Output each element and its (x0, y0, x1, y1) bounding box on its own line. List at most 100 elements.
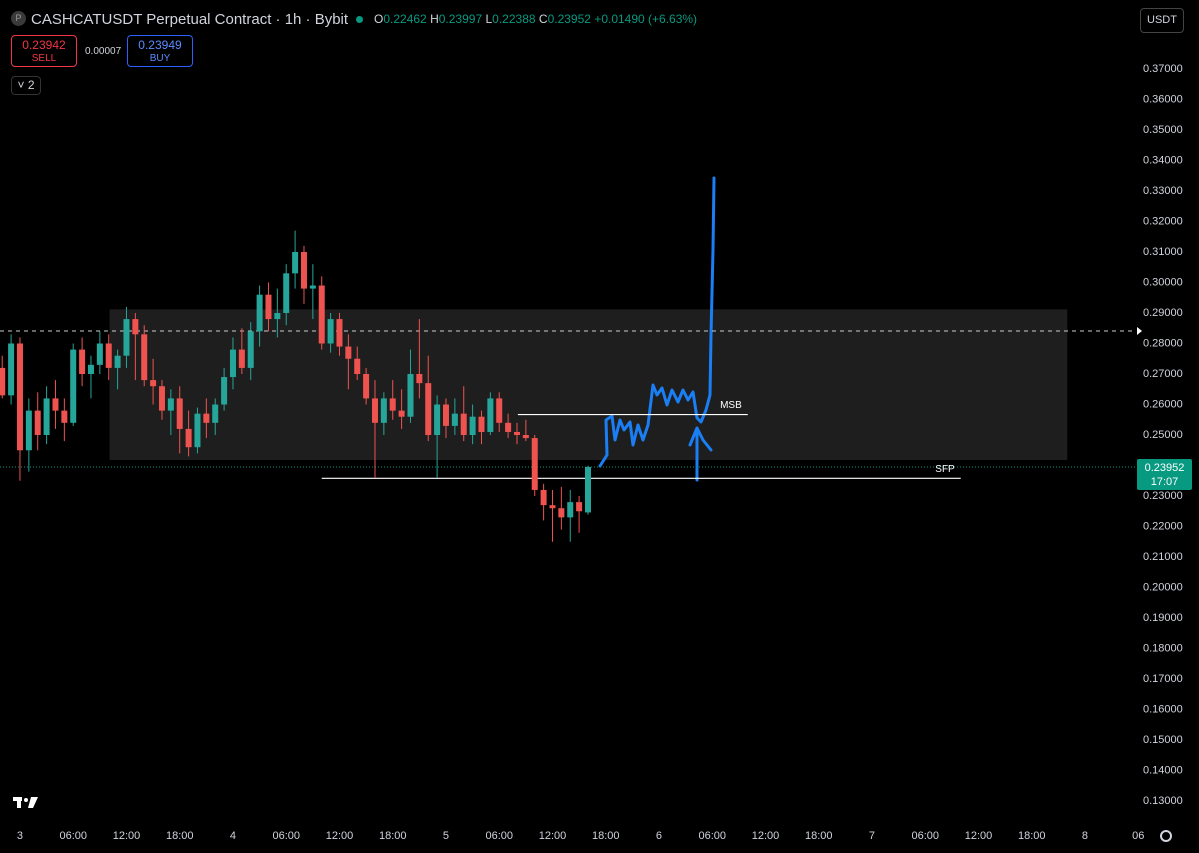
x-tick-label: 18:00 (805, 830, 833, 842)
candle-body (212, 404, 219, 423)
candle-body (132, 319, 139, 335)
buy-label: BUY (149, 53, 171, 64)
indicator-count: 2 (27, 78, 35, 92)
candle-body (425, 383, 432, 436)
y-tick-label: 0.36000 (1143, 93, 1183, 105)
candle-body (238, 349, 245, 368)
candle-body (371, 398, 378, 423)
status-dot (356, 16, 363, 23)
x-tick-label: 12:00 (326, 830, 354, 842)
x-tick-label: 06:00 (272, 830, 300, 842)
indicators-toggle[interactable]: ˅ 2 (11, 76, 41, 95)
x-tick-label: 12:00 (965, 830, 993, 842)
y-tick-label: 0.20000 (1143, 581, 1183, 593)
candle-body (487, 398, 494, 432)
y-tick-label: 0.30000 (1143, 276, 1183, 288)
settings-icon[interactable] (1160, 830, 1172, 842)
candle-body (114, 355, 121, 368)
spread: 0.00007 (85, 46, 122, 57)
x-tick-label: 06:00 (59, 830, 87, 842)
x-tick-label: 06 (1132, 830, 1144, 842)
y-tick-label: 0.23000 (1143, 490, 1183, 502)
candle-body (8, 343, 15, 396)
candle-body (478, 416, 485, 432)
candle-body (34, 410, 41, 436)
candle-body (469, 416, 476, 436)
x-tick-label: 4 (230, 830, 236, 842)
candle-body (141, 334, 148, 381)
candle-body (442, 404, 449, 426)
candle-body (558, 508, 565, 518)
y-tick-label: 0.33000 (1143, 185, 1183, 197)
currency-button[interactable]: USDT (1140, 8, 1184, 33)
candle-body (167, 398, 174, 411)
zone (109, 309, 1068, 461)
sell-button[interactable]: 0.23942 SELL (11, 35, 77, 67)
h-value: 0.23997 (438, 12, 483, 26)
y-tick-label: 0.17000 (1143, 673, 1183, 685)
x-tick-label: 18:00 (166, 830, 194, 842)
y-tick-label: 0.22000 (1143, 520, 1183, 532)
x-tick-label: 06:00 (698, 830, 726, 842)
candle-body (531, 438, 538, 490)
y-tick-label: 0.31000 (1143, 246, 1183, 258)
candle-body (549, 505, 556, 509)
x-tick-label: 06:00 (911, 830, 939, 842)
candle-body (61, 410, 68, 423)
y-tick-label: 0.32000 (1143, 215, 1183, 227)
x-tick-label: 3 (17, 830, 23, 842)
candle-body (87, 364, 94, 375)
y-tick-label: 0.26000 (1143, 398, 1183, 410)
x-tick-label: 6 (656, 830, 662, 842)
x-tick-label: 8 (1082, 830, 1088, 842)
candle-body (256, 294, 263, 332)
y-tick-label: 0.13000 (1143, 795, 1183, 807)
y-tick-label: 0.28000 (1143, 337, 1183, 349)
price-tag-value: 0.23952 (1144, 462, 1185, 474)
candle-body (203, 413, 210, 423)
candle-body (96, 343, 103, 365)
y-tick-label: 0.15000 (1143, 734, 1183, 746)
candle-body (123, 319, 130, 356)
candle-body (584, 466, 591, 513)
y-tick-label: 0.37000 (1143, 63, 1183, 75)
candle-body (540, 489, 547, 506)
candle-body (52, 398, 59, 411)
candle-body (79, 349, 86, 375)
symbol-title[interactable]: CASHCATUSDT Perpetual Contract · 1h · By… (31, 11, 349, 28)
tv-logo (13, 797, 38, 808)
candle-body (25, 410, 32, 451)
price-tag: 0.23952 17:07 (1137, 459, 1192, 490)
y-tick-label: 0.19000 (1143, 612, 1183, 624)
y-tick-label: 0.18000 (1143, 642, 1183, 654)
candle-body (318, 285, 325, 344)
candle-body (345, 346, 352, 359)
x-tick-label: 12:00 (539, 830, 567, 842)
candle-body (451, 413, 458, 426)
buy-button[interactable]: 0.23949 BUY (127, 35, 193, 67)
sell-price: 0.23942 (22, 38, 66, 52)
candle-body (185, 428, 192, 448)
candle-body (221, 377, 228, 405)
candle-body (158, 386, 165, 411)
x-tick-label: 18:00 (379, 830, 407, 842)
y-tick-label: 0.35000 (1143, 124, 1183, 136)
l-label: L (485, 12, 493, 26)
candle-body (354, 358, 361, 375)
x-tick-label: 5 (443, 830, 449, 842)
y-tick-label: 0.21000 (1143, 551, 1183, 563)
level-label: MSB (720, 400, 742, 411)
exchange-logo: P (11, 11, 26, 26)
candle-body (229, 349, 236, 378)
candle-body (300, 251, 307, 289)
x-tick-label: 12:00 (752, 830, 780, 842)
candle-body (0, 367, 6, 396)
candle-body (460, 413, 467, 436)
candle-body (398, 410, 405, 417)
candle-body (194, 413, 201, 448)
candle-body (247, 331, 254, 368)
candle-body (327, 319, 334, 344)
candle-body (105, 343, 112, 368)
candle-body (16, 343, 23, 451)
